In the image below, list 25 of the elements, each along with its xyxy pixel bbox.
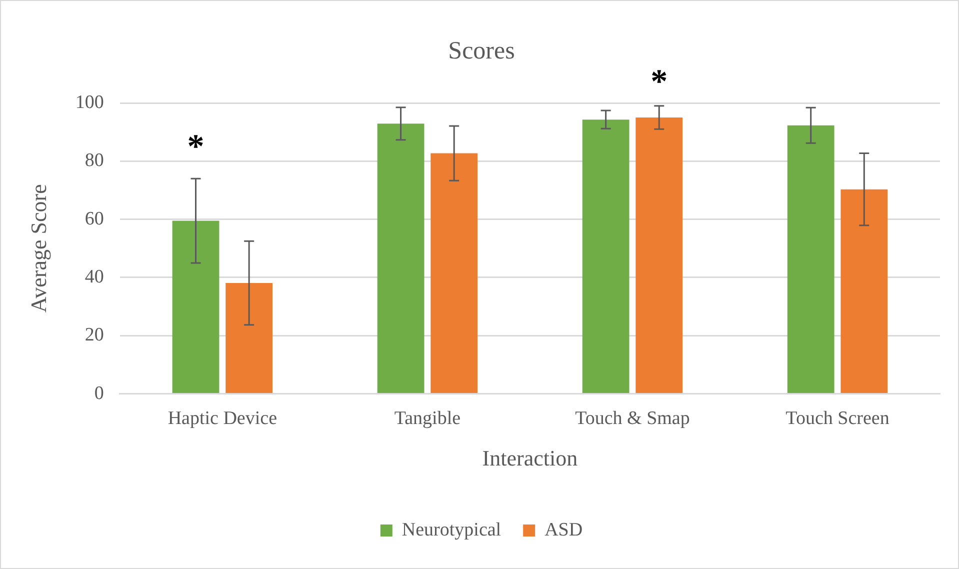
bar <box>226 283 273 394</box>
bar <box>430 153 478 394</box>
bar <box>377 124 424 394</box>
legend-label: Neurotypical <box>402 519 502 540</box>
bar <box>787 125 834 394</box>
y-tick-label: 100 <box>75 92 104 113</box>
x-tick-label: Touch & Smap <box>575 408 690 430</box>
y-tick-label: 60 <box>84 208 104 230</box>
y-tick-label: 0 <box>94 382 104 404</box>
bar <box>172 220 220 394</box>
x-tick-label: Haptic Device <box>168 408 278 430</box>
bar <box>582 120 630 394</box>
chart-title: Scores <box>448 38 515 65</box>
bar <box>840 189 888 394</box>
x-tick-label: Touch Screen <box>786 408 890 430</box>
annotation: * <box>187 128 204 166</box>
legend-label: ASD <box>544 519 583 540</box>
bar <box>636 118 683 394</box>
y-tick-label: 20 <box>84 324 104 346</box>
text: * <box>650 64 668 101</box>
x-axis-title: Interaction <box>482 446 578 471</box>
y-tick-label: 80 <box>84 150 104 172</box>
y-axis-title: Average Score <box>26 184 51 313</box>
y-tick-label: 40 <box>84 266 104 288</box>
x-tick-label: Tangible <box>394 408 461 430</box>
